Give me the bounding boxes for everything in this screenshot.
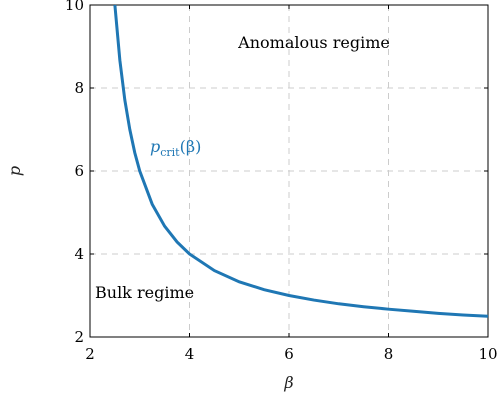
x-tick-label: 4: [185, 345, 195, 363]
series-label-p-crit: pcrit(β): [150, 137, 201, 159]
annotation-bulk-regime: Bulk regime: [95, 283, 194, 302]
x-tick-label: 2: [85, 345, 95, 363]
grid-lines: [90, 5, 488, 337]
series-label-base: p: [150, 137, 160, 156]
x-axis-label: β: [283, 373, 293, 392]
y-axis-label: p: [5, 166, 24, 176]
y-tick-label: 10: [65, 0, 84, 14]
y-tick-label: 8: [74, 79, 84, 97]
x-tick-label: 8: [384, 345, 394, 363]
y-tick-label: 6: [74, 162, 84, 180]
series-label-argument: (β): [180, 137, 202, 156]
series-line-p-crit: [113, 4, 489, 318]
y-tick-label: 2: [74, 328, 84, 346]
axis-ticks: [89, 4, 489, 338]
x-tick-label: 6: [284, 345, 294, 363]
y-tick-label: 4: [74, 245, 84, 263]
annotation-anomalous-regime: Anomalous regime: [237, 33, 390, 52]
x-tick-labels: 2 4 6 8 10: [85, 345, 497, 363]
y-tick-labels: 2 4 6 8 10: [65, 0, 84, 346]
series-label-subscript: crit: [160, 146, 180, 159]
x-tick-label: 10: [478, 345, 497, 363]
